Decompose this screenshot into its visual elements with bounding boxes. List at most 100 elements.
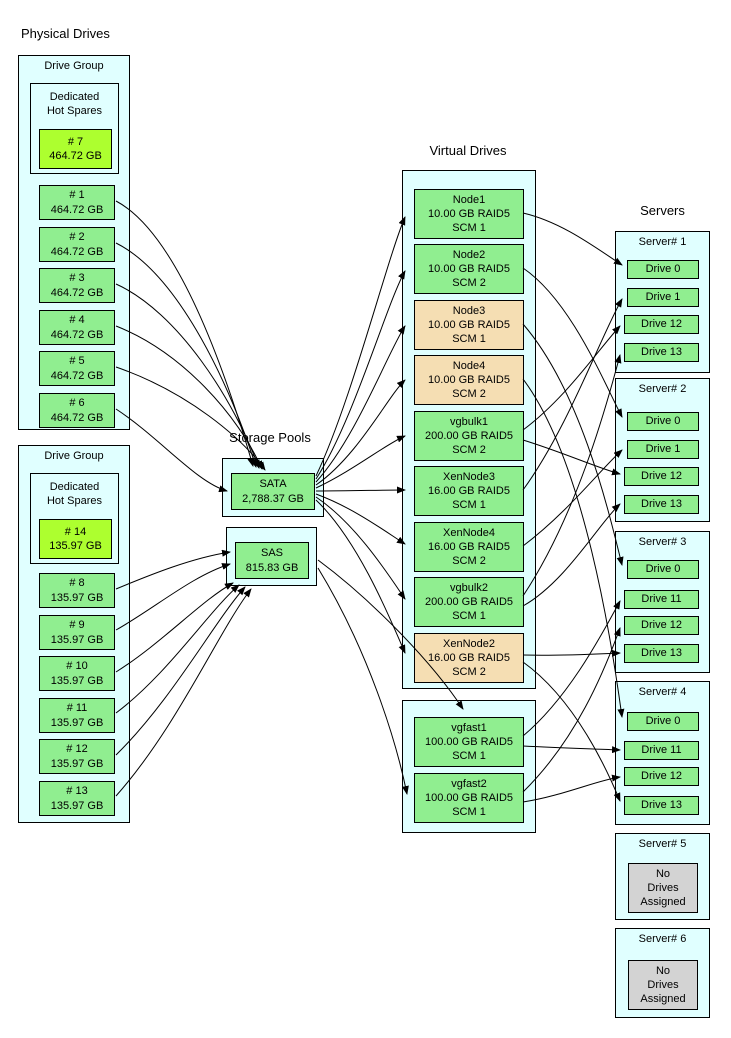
vd-name: vgfast2 xyxy=(451,777,487,790)
virtual-drive-xennode2: XenNode2 16.00 GB RAID5 SCM 2 xyxy=(414,633,524,683)
server-5: Server# 5 No Drives Assigned xyxy=(615,833,710,920)
server-drive-label: Drive 0 xyxy=(645,415,681,428)
virtual-drive-group-2: vgfast1 100.00 GB RAID5 SCM 1 vgfast2 10… xyxy=(402,700,536,833)
server-1: Server# 1 Drive 0 Drive 1 Drive 12 Drive… xyxy=(615,231,710,373)
servers-title: Servers xyxy=(640,203,685,218)
drive-id: # 10 xyxy=(66,660,88,673)
virtual-drive-vgfast2: vgfast2 100.00 GB RAID5 SCM 1 xyxy=(414,773,524,823)
vd-scm: SCM 1 xyxy=(452,610,486,623)
vd-name: Node3 xyxy=(452,304,486,317)
drive-id: # 14 xyxy=(64,525,87,538)
drive-size: 135.97 GB xyxy=(49,540,102,552)
server-4-drive-13: Drive 13 xyxy=(624,796,699,815)
pool-sas: SAS 815.83 GB xyxy=(235,542,309,579)
virtual-drive-vgbulk1: vgbulk1 200.00 GB RAID5 SCM 2 xyxy=(414,411,524,461)
drive-size: 464.72 GB xyxy=(49,150,102,162)
server-1-drive-1: Drive 1 xyxy=(627,288,699,307)
drive-size: 135.97 GB xyxy=(50,591,104,604)
pool-size: 2,788.37 GB xyxy=(242,492,304,505)
pool-name: SAS xyxy=(260,547,283,560)
physical-drive-9: # 9 135.97 GB xyxy=(39,615,115,650)
server-drive-label: Drive 0 xyxy=(645,263,681,276)
vd-name: XenNode3 xyxy=(443,470,495,483)
drive-id: # 3 xyxy=(69,272,85,285)
vd-scm: SCM 2 xyxy=(452,388,486,401)
server-2-drive-13: Drive 13 xyxy=(624,495,699,514)
vd-name: vgfast1 xyxy=(451,721,487,734)
vd-name: vgbulk2 xyxy=(450,581,488,594)
storage-pools-title: Storage Pools xyxy=(229,430,311,445)
drive-size: 464.72 GB xyxy=(50,245,104,258)
physical-drive-6: # 6 464.72 GB xyxy=(39,393,115,428)
drive-id: # 5 xyxy=(69,355,85,368)
vd-size: 200.00 GB RAID5 xyxy=(424,429,514,442)
drive-size: 464.72 GB xyxy=(50,328,104,341)
server-3-drive-13: Drive 13 xyxy=(624,644,699,663)
physical-drive-2: # 2 464.72 GB xyxy=(39,227,115,262)
server-drive-label: Drive 0 xyxy=(645,563,681,576)
vd-size: 10.00 GB RAID5 xyxy=(428,373,510,386)
server-2-drive-0: Drive 0 xyxy=(627,412,699,431)
server-4-drive-0: Drive 0 xyxy=(627,712,699,731)
virtual-drive-xennode3: XenNode3 16.00 GB RAID5 SCM 1 xyxy=(414,466,524,516)
drive-group-1-label: Drive Group xyxy=(44,60,104,72)
drive-size: 135.97 GB xyxy=(50,757,104,770)
virtual-drive-vgfast1: vgfast1 100.00 GB RAID5 SCM 1 xyxy=(414,717,524,767)
drive-size: 135.97 GB xyxy=(50,633,104,646)
server-2-drive-1: Drive 1 xyxy=(627,440,699,459)
vd-scm: SCM 1 xyxy=(452,222,486,235)
vd-size: 16.00 GB RAID5 xyxy=(428,484,510,497)
physical-drive-5: # 5 464.72 GB xyxy=(39,351,115,386)
drive-size: 464.72 GB xyxy=(50,203,104,216)
vd-scm: SCM 1 xyxy=(452,750,486,763)
server-drive-label: Drive 13 xyxy=(641,647,682,660)
vd-scm: SCM 2 xyxy=(452,666,486,679)
vd-name: XenNode4 xyxy=(443,526,495,539)
vd-scm: SCM 1 xyxy=(452,333,486,346)
server-4-drive-11: Drive 11 xyxy=(624,741,699,760)
virtual-drive-node4: Node4 10.00 GB RAID5 SCM 2 xyxy=(414,355,524,405)
vd-name: Node4 xyxy=(452,359,486,372)
drive-id: # 11 xyxy=(66,702,88,715)
server-3-drive-0: Drive 0 xyxy=(627,560,699,579)
pool-size: 815.83 GB xyxy=(245,561,299,574)
server-3-label: Server# 3 xyxy=(638,536,687,548)
drive-size: 135.97 GB xyxy=(50,799,104,812)
server-4: Server# 4 Drive 0 Drive 11 Drive 12 Driv… xyxy=(615,681,710,825)
server-drive-label: Drive 11 xyxy=(641,593,682,606)
server-1-drive-13: Drive 13 xyxy=(624,343,699,362)
server-6: Server# 6 No Drives Assigned xyxy=(615,928,710,1018)
vd-scm: SCM 2 xyxy=(452,277,486,290)
vd-scm: SCM 2 xyxy=(452,444,486,457)
drive-size: 464.72 GB xyxy=(50,286,104,299)
server-1-drive-0: Drive 0 xyxy=(627,260,699,279)
vd-size: 100.00 GB RAID5 xyxy=(424,735,514,748)
server-2: Server# 2 Drive 0 Drive 1 Drive 12 Drive… xyxy=(615,378,710,522)
virtual-drive-group-1: Node1 10.00 GB RAID5 SCM 1 Node2 10.00 G… xyxy=(402,170,536,689)
server-drive-label: Drive 12 xyxy=(641,470,682,483)
server-1-drive-12: Drive 12 xyxy=(624,315,699,334)
drive-id: # 4 xyxy=(69,314,85,327)
virtual-drive-node3: Node3 10.00 GB RAID5 SCM 1 xyxy=(414,300,524,350)
vd-name: Node1 xyxy=(452,193,486,206)
pool-group-sata: SATA 2,788.37 GB xyxy=(222,458,324,517)
physical-drive-12: # 12 135.97 GB xyxy=(39,739,115,774)
drive-id: # 7 xyxy=(67,135,84,148)
drive-id: # 6 xyxy=(69,397,85,410)
server-drive-label: Drive 11 xyxy=(641,744,682,757)
drive-group-1: Drive Group Dedicated Hot Spares # 7 464… xyxy=(18,55,130,430)
physical-drive-10: # 10 135.97 GB xyxy=(39,656,115,691)
vd-size: 10.00 GB RAID5 xyxy=(428,262,510,275)
server-3-drive-11: Drive 11 xyxy=(624,590,699,609)
vd-size: 200.00 GB RAID5 xyxy=(424,595,514,608)
server-5-no-drives: No Drives Assigned xyxy=(628,863,698,913)
drive-id: # 8 xyxy=(69,577,85,590)
hot-spares-box-1: Dedicated Hot Spares # 7 464.72 GB xyxy=(30,83,119,174)
server-3: Server# 3 Drive 0 Drive 11 Drive 12 Driv… xyxy=(615,531,710,673)
virtual-drive-node1: Node1 10.00 GB RAID5 SCM 1 xyxy=(414,189,524,239)
server-2-drive-12: Drive 12 xyxy=(624,467,699,486)
server-drive-label: Drive 12 xyxy=(641,770,682,783)
physical-drive-8: # 8 135.97 GB xyxy=(39,573,115,608)
drive-size: 135.97 GB xyxy=(50,674,104,687)
